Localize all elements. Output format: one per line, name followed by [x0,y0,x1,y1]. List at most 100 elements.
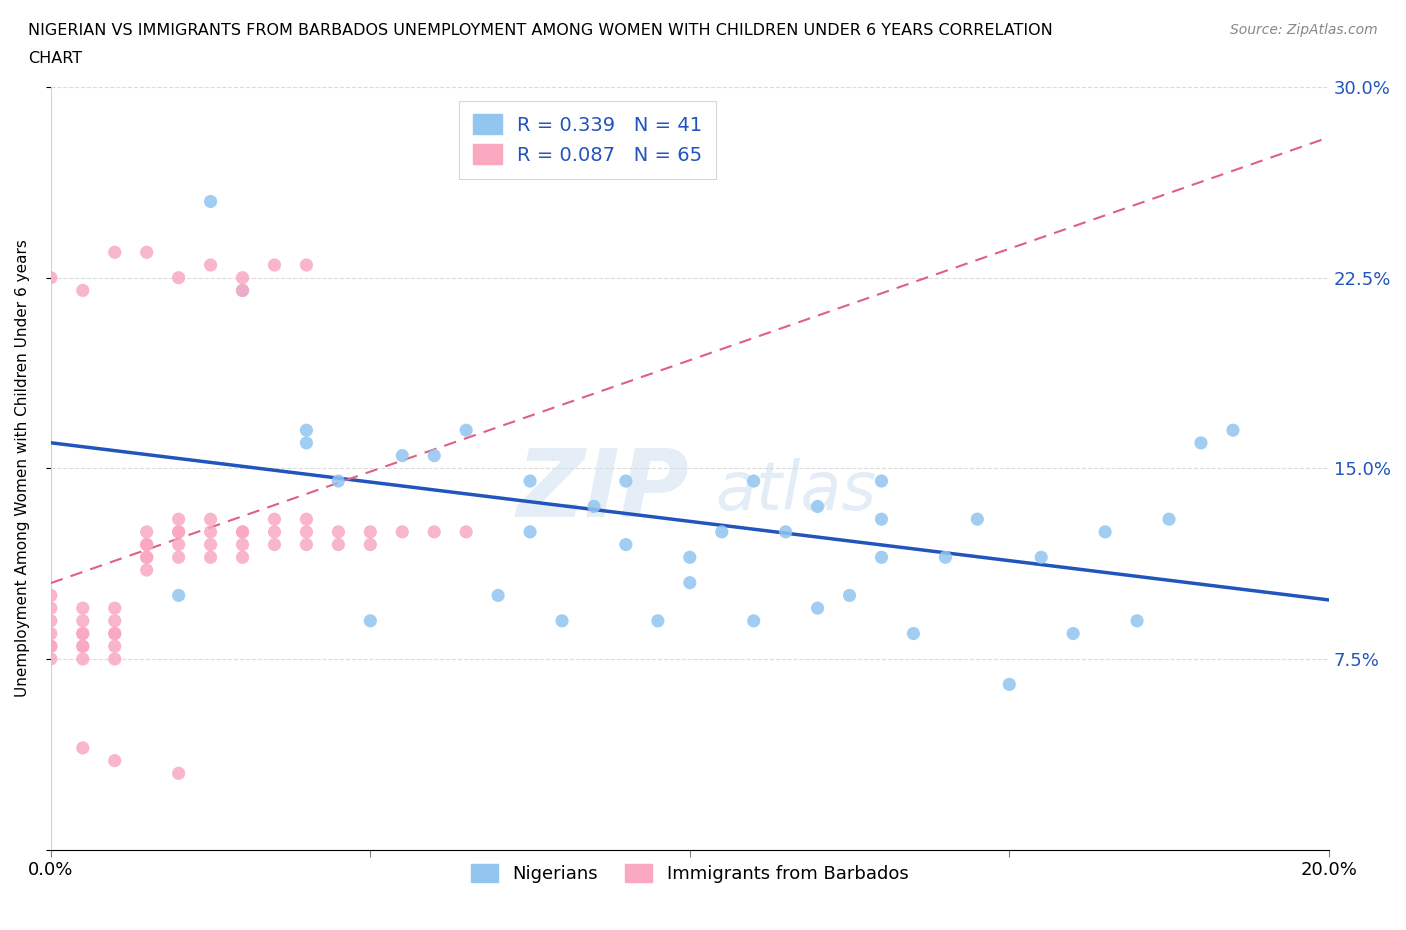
Point [551,614,574,629]
Point [104,639,127,654]
Point [39,588,62,603]
Point [231,283,253,298]
Point [72,601,94,616]
Point [838,588,860,603]
Point [742,614,765,629]
Point [295,258,318,272]
Point [775,525,797,539]
Y-axis label: Unemployment Among Women with Children Under 6 years: Unemployment Among Women with Children U… [15,239,30,698]
Point [423,448,446,463]
Text: NIGERIAN VS IMMIGRANTS FROM BARBADOS UNEMPLOYMENT AMONG WOMEN WITH CHILDREN UNDE: NIGERIAN VS IMMIGRANTS FROM BARBADOS UNE… [28,23,1053,38]
Point [679,550,702,565]
Point [39,271,62,286]
Point [966,512,988,526]
Point [263,525,285,539]
Point [1062,626,1084,641]
Point [391,448,413,463]
Point [167,588,190,603]
Point [423,525,446,539]
Point [295,423,318,438]
Point [1126,614,1149,629]
Point [39,639,62,654]
Point [614,538,637,552]
Point [807,499,830,514]
Point [359,525,381,539]
Point [231,271,253,286]
Point [200,525,222,539]
Point [263,538,285,552]
Point [231,525,253,539]
Point [263,258,285,272]
Point [647,614,669,629]
Point [200,194,222,209]
Point [135,550,157,565]
Point [1157,512,1180,526]
Legend: Nigerians, Immigrants from Barbados: Nigerians, Immigrants from Barbados [464,857,915,890]
Point [200,538,222,552]
Point [72,283,94,298]
Point [167,271,190,286]
Point [870,512,893,526]
Point [998,677,1021,692]
Point [135,245,157,259]
Point [456,423,478,438]
Text: ZIP: ZIP [517,445,690,538]
Point [295,435,318,450]
Point [486,588,509,603]
Point [104,245,127,259]
Point [582,499,605,514]
Point [104,614,127,629]
Point [614,473,637,488]
Point [72,626,94,641]
Point [391,525,413,539]
Point [72,652,94,667]
Point [104,626,127,641]
Point [359,614,381,629]
Point [231,283,253,298]
Point [295,512,318,526]
Point [167,538,190,552]
Point [104,601,127,616]
Point [295,525,318,539]
Text: atlas: atlas [716,458,876,525]
Point [104,753,127,768]
Point [328,473,350,488]
Point [72,614,94,629]
Point [1222,423,1244,438]
Point [200,512,222,526]
Point [39,639,62,654]
Point [72,740,94,755]
Point [934,550,956,565]
Point [456,525,478,539]
Point [870,550,893,565]
Point [1189,435,1212,450]
Point [72,639,94,654]
Point [807,601,830,616]
Point [328,525,350,539]
Point [903,626,925,641]
Text: Source: ZipAtlas.com: Source: ZipAtlas.com [1230,23,1378,37]
Point [167,525,190,539]
Point [263,512,285,526]
Point [135,563,157,578]
Point [231,525,253,539]
Point [167,766,190,781]
Point [72,639,94,654]
Point [519,525,541,539]
Point [135,538,157,552]
Point [39,601,62,616]
Point [231,550,253,565]
Point [167,525,190,539]
Point [39,626,62,641]
Point [742,473,765,488]
Point [135,550,157,565]
Point [167,550,190,565]
Point [167,512,190,526]
Point [359,538,381,552]
Point [104,652,127,667]
Point [1031,550,1053,565]
Point [1094,525,1116,539]
Point [39,652,62,667]
Point [135,525,157,539]
Point [710,525,733,539]
